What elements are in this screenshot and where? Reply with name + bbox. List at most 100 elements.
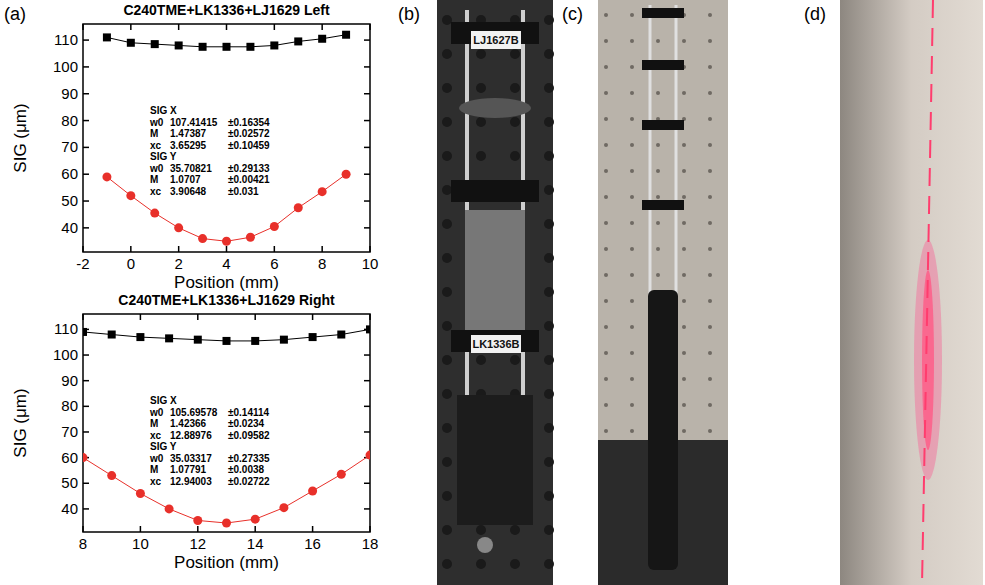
photo-hole: [708, 325, 712, 329]
photo-beam: [922, 0, 933, 585]
photo-hole: [442, 389, 452, 399]
photo-hole: [544, 389, 554, 399]
photo-hole: [544, 355, 554, 365]
photo-hole: [510, 559, 520, 569]
photo-hole: [476, 49, 486, 59]
photo-hole: [476, 355, 486, 365]
x-tick-label: 6: [270, 255, 278, 272]
y-tick-right: [364, 227, 370, 229]
y-tick-right: [364, 354, 370, 356]
data-point: [318, 35, 326, 43]
y-tick-label: 90: [61, 372, 78, 389]
chart: C240TME+LK1336+LJ1629 Right8101214161840…: [11, 292, 378, 572]
photo-hole: [708, 13, 712, 17]
data-point: [136, 333, 144, 341]
photo-beam-glow: [914, 240, 942, 480]
y-tick-label: 110: [54, 320, 78, 337]
photo-hole: [442, 83, 452, 93]
photo-plate: [642, 8, 684, 18]
x-axis-title: Position (mm): [174, 553, 279, 572]
fit-annotation: 3.90648: [170, 186, 207, 197]
photo-hole: [708, 65, 712, 69]
fit-annotation: 35.70821: [170, 163, 212, 174]
data-point: [193, 516, 202, 525]
photo-hole: [656, 91, 660, 95]
photo-hole: [708, 273, 712, 277]
photo-hole: [708, 351, 712, 355]
x-tick-top: [82, 24, 84, 30]
y-tick-label: 50: [61, 474, 78, 491]
fit-annotation: ±0.00421: [228, 174, 270, 185]
photo-hole: [544, 219, 554, 229]
y-tick-right: [364, 406, 370, 408]
fit-annotation: 1.47387: [170, 128, 207, 139]
photo-hole: [476, 559, 486, 569]
data-point: [151, 40, 159, 48]
photo-sticker: [471, 31, 521, 49]
y-tick-label: 110: [54, 31, 78, 48]
x-tick-label: 12: [189, 535, 206, 552]
x-tick: [226, 246, 228, 252]
photo-plate: [451, 180, 539, 202]
data-point: [279, 503, 288, 512]
data-point: [366, 325, 370, 333]
fit-annotation: ±0.29133: [228, 163, 270, 174]
y-tick-label: 70: [61, 423, 78, 440]
fit-annotation: xc: [150, 430, 162, 441]
photo-hole: [476, 525, 486, 535]
marks: [83, 325, 370, 527]
photo-hole: [630, 247, 634, 251]
fit-annotation: w0: [149, 407, 164, 418]
x-tick-label: 8: [318, 255, 326, 272]
photo-hole: [708, 91, 712, 95]
photo-hole: [544, 49, 554, 59]
photo-hole: [682, 273, 686, 277]
y-tick: [83, 406, 89, 408]
photo-d: [840, 0, 983, 585]
x-tick-top: [274, 24, 276, 30]
y-tick-right: [364, 431, 370, 433]
photo-hole: [604, 195, 608, 199]
photo-hole: [604, 299, 608, 303]
panel-label: (c): [562, 4, 583, 24]
marks: [102, 31, 350, 246]
fit-annotation: ±0.09582: [228, 430, 270, 441]
fit-annotation: 1.0707: [170, 174, 201, 185]
y-tick: [83, 354, 89, 356]
photo-hole: [630, 377, 634, 381]
photo-hole: [442, 219, 452, 229]
x-tick-label: 2: [174, 255, 182, 272]
fit-annotation: ±0.0038: [228, 464, 265, 475]
photo-hole: [442, 287, 452, 297]
photo-hole: [442, 49, 452, 59]
photo-hole: [510, 151, 520, 161]
y-tick: [83, 147, 89, 149]
fit-annotation: w0: [149, 163, 164, 174]
x-tick: [321, 246, 323, 252]
data-point: [150, 209, 159, 218]
data-point: [294, 37, 302, 45]
x-tick-top: [321, 24, 323, 30]
data-point: [342, 170, 351, 179]
x-tick-label: 10: [362, 255, 379, 272]
figure: C240TME+LK1336+LJ1629 Left-2024681040506…: [0, 0, 985, 585]
photo-hole: [630, 91, 634, 95]
photo-hole: [630, 65, 634, 69]
photo-hole: [604, 169, 608, 173]
y-tick: [83, 227, 89, 229]
fit-annotation: ±0.02722: [228, 476, 270, 487]
photo-lens: [459, 98, 531, 118]
photo-hole: [630, 351, 634, 355]
data-point: [136, 489, 145, 498]
photo-hole: [604, 39, 608, 43]
x-tick-top: [82, 314, 84, 320]
photo-hole: [656, 195, 660, 199]
photo-hole: [476, 151, 486, 161]
photo-hole: [656, 169, 660, 173]
data-point: [308, 486, 317, 495]
data-point: [270, 41, 278, 49]
photo-hole: [630, 429, 634, 433]
photo-hole: [656, 39, 660, 43]
data-point: [165, 334, 173, 342]
y-tick-label: 100: [53, 346, 78, 363]
